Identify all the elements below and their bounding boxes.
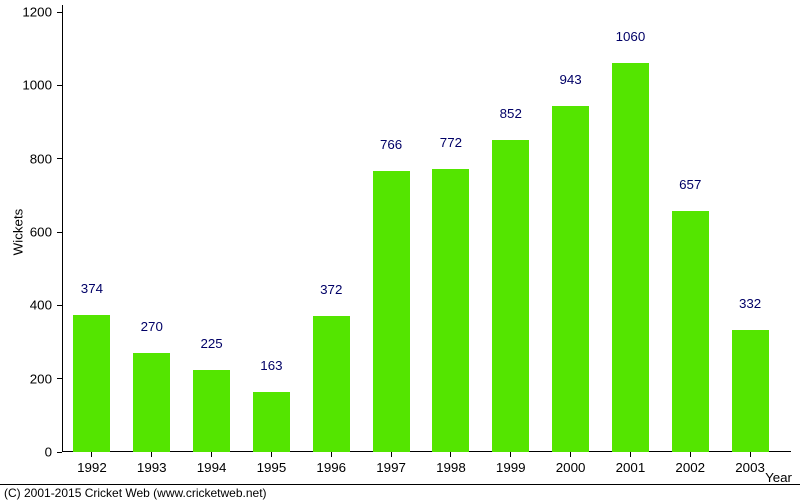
bar-value-label: 225 <box>200 336 222 351</box>
bar-value-label: 372 <box>320 282 342 297</box>
wickets-by-year-chart: 3742702251633727667728529431060657332 Wi… <box>0 0 800 500</box>
y-tick <box>57 232 62 233</box>
bar-value-label: 163 <box>260 358 282 373</box>
x-axis-title: Year <box>765 470 792 485</box>
bar <box>133 353 170 452</box>
x-tick-label: 2003 <box>735 460 765 475</box>
bar-value-label: 374 <box>81 281 103 296</box>
bar-value-label: 852 <box>500 106 522 121</box>
x-tick <box>690 452 691 457</box>
x-tick-label: 2001 <box>616 460 646 475</box>
y-tick-label: 600 <box>12 225 52 240</box>
y-tick <box>57 12 62 13</box>
x-tick <box>91 452 92 457</box>
bar-value-label: 332 <box>739 296 761 311</box>
x-tick-label: 1998 <box>436 460 466 475</box>
x-tick-label: 1992 <box>77 460 107 475</box>
y-tick-label: 200 <box>12 371 52 386</box>
bar-value-label: 772 <box>440 135 462 150</box>
bar <box>732 330 769 452</box>
y-tick <box>57 305 62 306</box>
x-tick <box>391 452 392 457</box>
x-tick <box>750 452 751 457</box>
y-tick <box>57 158 62 159</box>
y-tick <box>57 85 62 86</box>
x-tick <box>271 452 272 457</box>
y-tick-label: 1000 <box>12 78 52 93</box>
y-tick-label: 400 <box>12 298 52 313</box>
y-tick <box>57 378 62 379</box>
x-tick <box>450 452 451 457</box>
bar <box>373 171 410 452</box>
copyright-divider <box>0 484 800 485</box>
bar <box>672 211 709 452</box>
x-tick-label: 1994 <box>197 460 227 475</box>
x-tick-label: 2002 <box>675 460 705 475</box>
x-tick <box>630 452 631 457</box>
x-tick <box>510 452 511 457</box>
bar <box>253 392 290 452</box>
y-axis-line <box>62 5 63 452</box>
bar-value-label: 766 <box>380 137 402 152</box>
bar-value-label: 943 <box>559 72 581 87</box>
bar-value-label: 657 <box>679 177 701 192</box>
bar <box>313 316 350 452</box>
x-tick <box>151 452 152 457</box>
y-tick-label: 800 <box>12 151 52 166</box>
x-tick-label: 1999 <box>496 460 526 475</box>
bar-value-label: 1060 <box>616 29 646 44</box>
x-tick-label: 1996 <box>316 460 346 475</box>
bar <box>73 315 110 452</box>
x-tick-label: 1995 <box>257 460 287 475</box>
bar <box>552 106 589 452</box>
bar <box>612 63 649 452</box>
x-tick-label: 2000 <box>556 460 586 475</box>
x-tick-label: 1993 <box>137 460 167 475</box>
y-tick-label: 0 <box>12 445 52 460</box>
bar <box>492 140 529 452</box>
y-tick-label: 1200 <box>12 5 52 20</box>
y-tick <box>57 452 62 453</box>
x-tick <box>211 452 212 457</box>
bar <box>432 169 469 452</box>
bar-value-label: 270 <box>141 319 163 334</box>
x-tick <box>331 452 332 457</box>
x-tick <box>570 452 571 457</box>
plot-area: 374 270 225 163 372 766 772 852 943 1060 657 332 <box>62 12 780 452</box>
copyright-text: (C) 2001-2015 Cricket Web (www.cricketwe… <box>4 486 267 500</box>
x-tick-label: 1997 <box>376 460 406 475</box>
bar <box>193 370 230 453</box>
